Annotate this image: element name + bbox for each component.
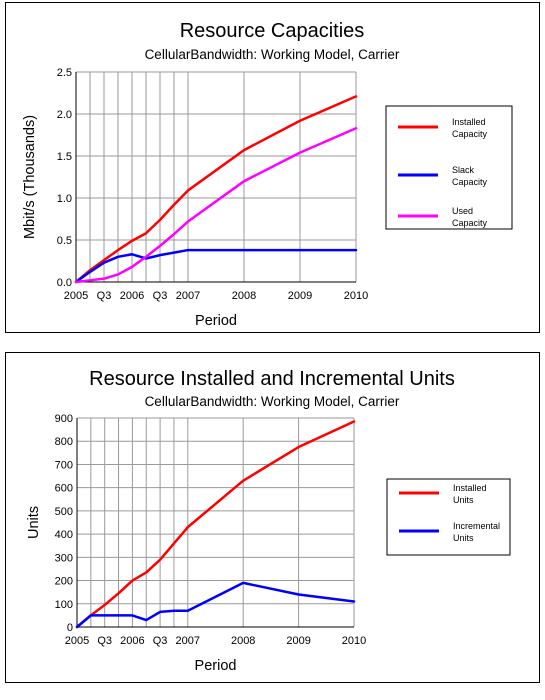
legend-box	[386, 478, 511, 556]
y-tick-label: 900	[55, 413, 73, 425]
x-tick-label: 2006	[120, 635, 144, 647]
legend-box	[385, 105, 513, 230]
y-axis-label: Mbit/s (Thousands)	[22, 115, 38, 239]
x-tick-label: 2007	[176, 290, 200, 302]
legend-label: Used Capacity	[452, 206, 488, 228]
y-tick-label: 0.5	[57, 235, 72, 247]
x-tick-label: Q3	[153, 290, 168, 302]
series-line	[74, 95, 358, 284]
x-tick-label: 2010	[342, 635, 366, 647]
installed-incremental-units-chart-panel: Resource Installed and Incremental Units…	[5, 352, 540, 683]
x-tick-label: 2008	[231, 635, 255, 647]
series-line	[75, 420, 356, 629]
y-tick-label: 2.5	[57, 67, 72, 79]
legend: Installed Capacity Slack Capacity Used Capaci…	[385, 105, 513, 230]
x-axis-label: Period	[195, 313, 237, 329]
x-tick-label: 2008	[232, 290, 256, 302]
chart-title: Resource Capacities	[180, 20, 365, 42]
y-tick-label: 600	[55, 483, 73, 495]
x-tick-label: 2006	[120, 290, 144, 302]
legend: Installed Units Incremental Units	[386, 478, 511, 556]
series-line	[75, 581, 356, 629]
y-tick-label: 1.0	[57, 193, 72, 205]
y-tick-label: 200	[55, 576, 73, 588]
y-tick-label: 400	[55, 529, 73, 541]
legend-label: Incremental Units	[453, 521, 500, 543]
y-tick-label: 2.0	[57, 109, 72, 121]
x-tick-label: Q3	[153, 635, 168, 647]
y-axis-label: Units	[26, 506, 42, 539]
x-tick-label: 2007	[176, 635, 200, 647]
series-line	[74, 127, 358, 284]
legend-label: Installed Capacity	[452, 117, 488, 139]
x-tick-label: 2005	[65, 635, 89, 647]
legend-label: Installed Units	[453, 483, 487, 505]
x-tick-label: 2010	[344, 290, 368, 302]
y-tick-label: 100	[55, 599, 73, 611]
chart-subtitle: CellularBandwidth: Working Model, Carrie…	[145, 394, 400, 409]
x-tick-label: 2005	[64, 290, 88, 302]
y-tick-label: 1.5	[57, 151, 72, 163]
x-axis-label: Period	[195, 658, 237, 674]
y-tick-label: 0.0	[57, 277, 72, 289]
x-tick-label: 2009	[286, 635, 310, 647]
x-tick-label: Q3	[97, 290, 112, 302]
chart-title: Resource Installed and Incremental Units	[89, 368, 455, 390]
series-line	[74, 248, 358, 284]
resource-capacities-chart-panel: Resource Capacities CellularBandwidth: Wo…	[5, 2, 540, 333]
chart-subtitle: CellularBandwidth: Working Model, Carrie…	[145, 47, 400, 62]
y-tick-label: 800	[55, 436, 73, 448]
legend-label: Slack Capacity	[452, 165, 488, 187]
y-tick-label: 0	[67, 622, 73, 634]
y-tick-label: 500	[55, 506, 73, 518]
x-tick-label: 2009	[288, 290, 312, 302]
y-tick-label: 700	[55, 459, 73, 471]
x-tick-label: Q3	[97, 635, 112, 647]
y-tick-label: 300	[55, 552, 73, 564]
resource-capacities-chart: Resource Capacities CellularBandwidth: Wo…	[22, 20, 513, 329]
installed-incremental-units-chart: Resource Installed and Incremental Units…	[26, 368, 511, 674]
